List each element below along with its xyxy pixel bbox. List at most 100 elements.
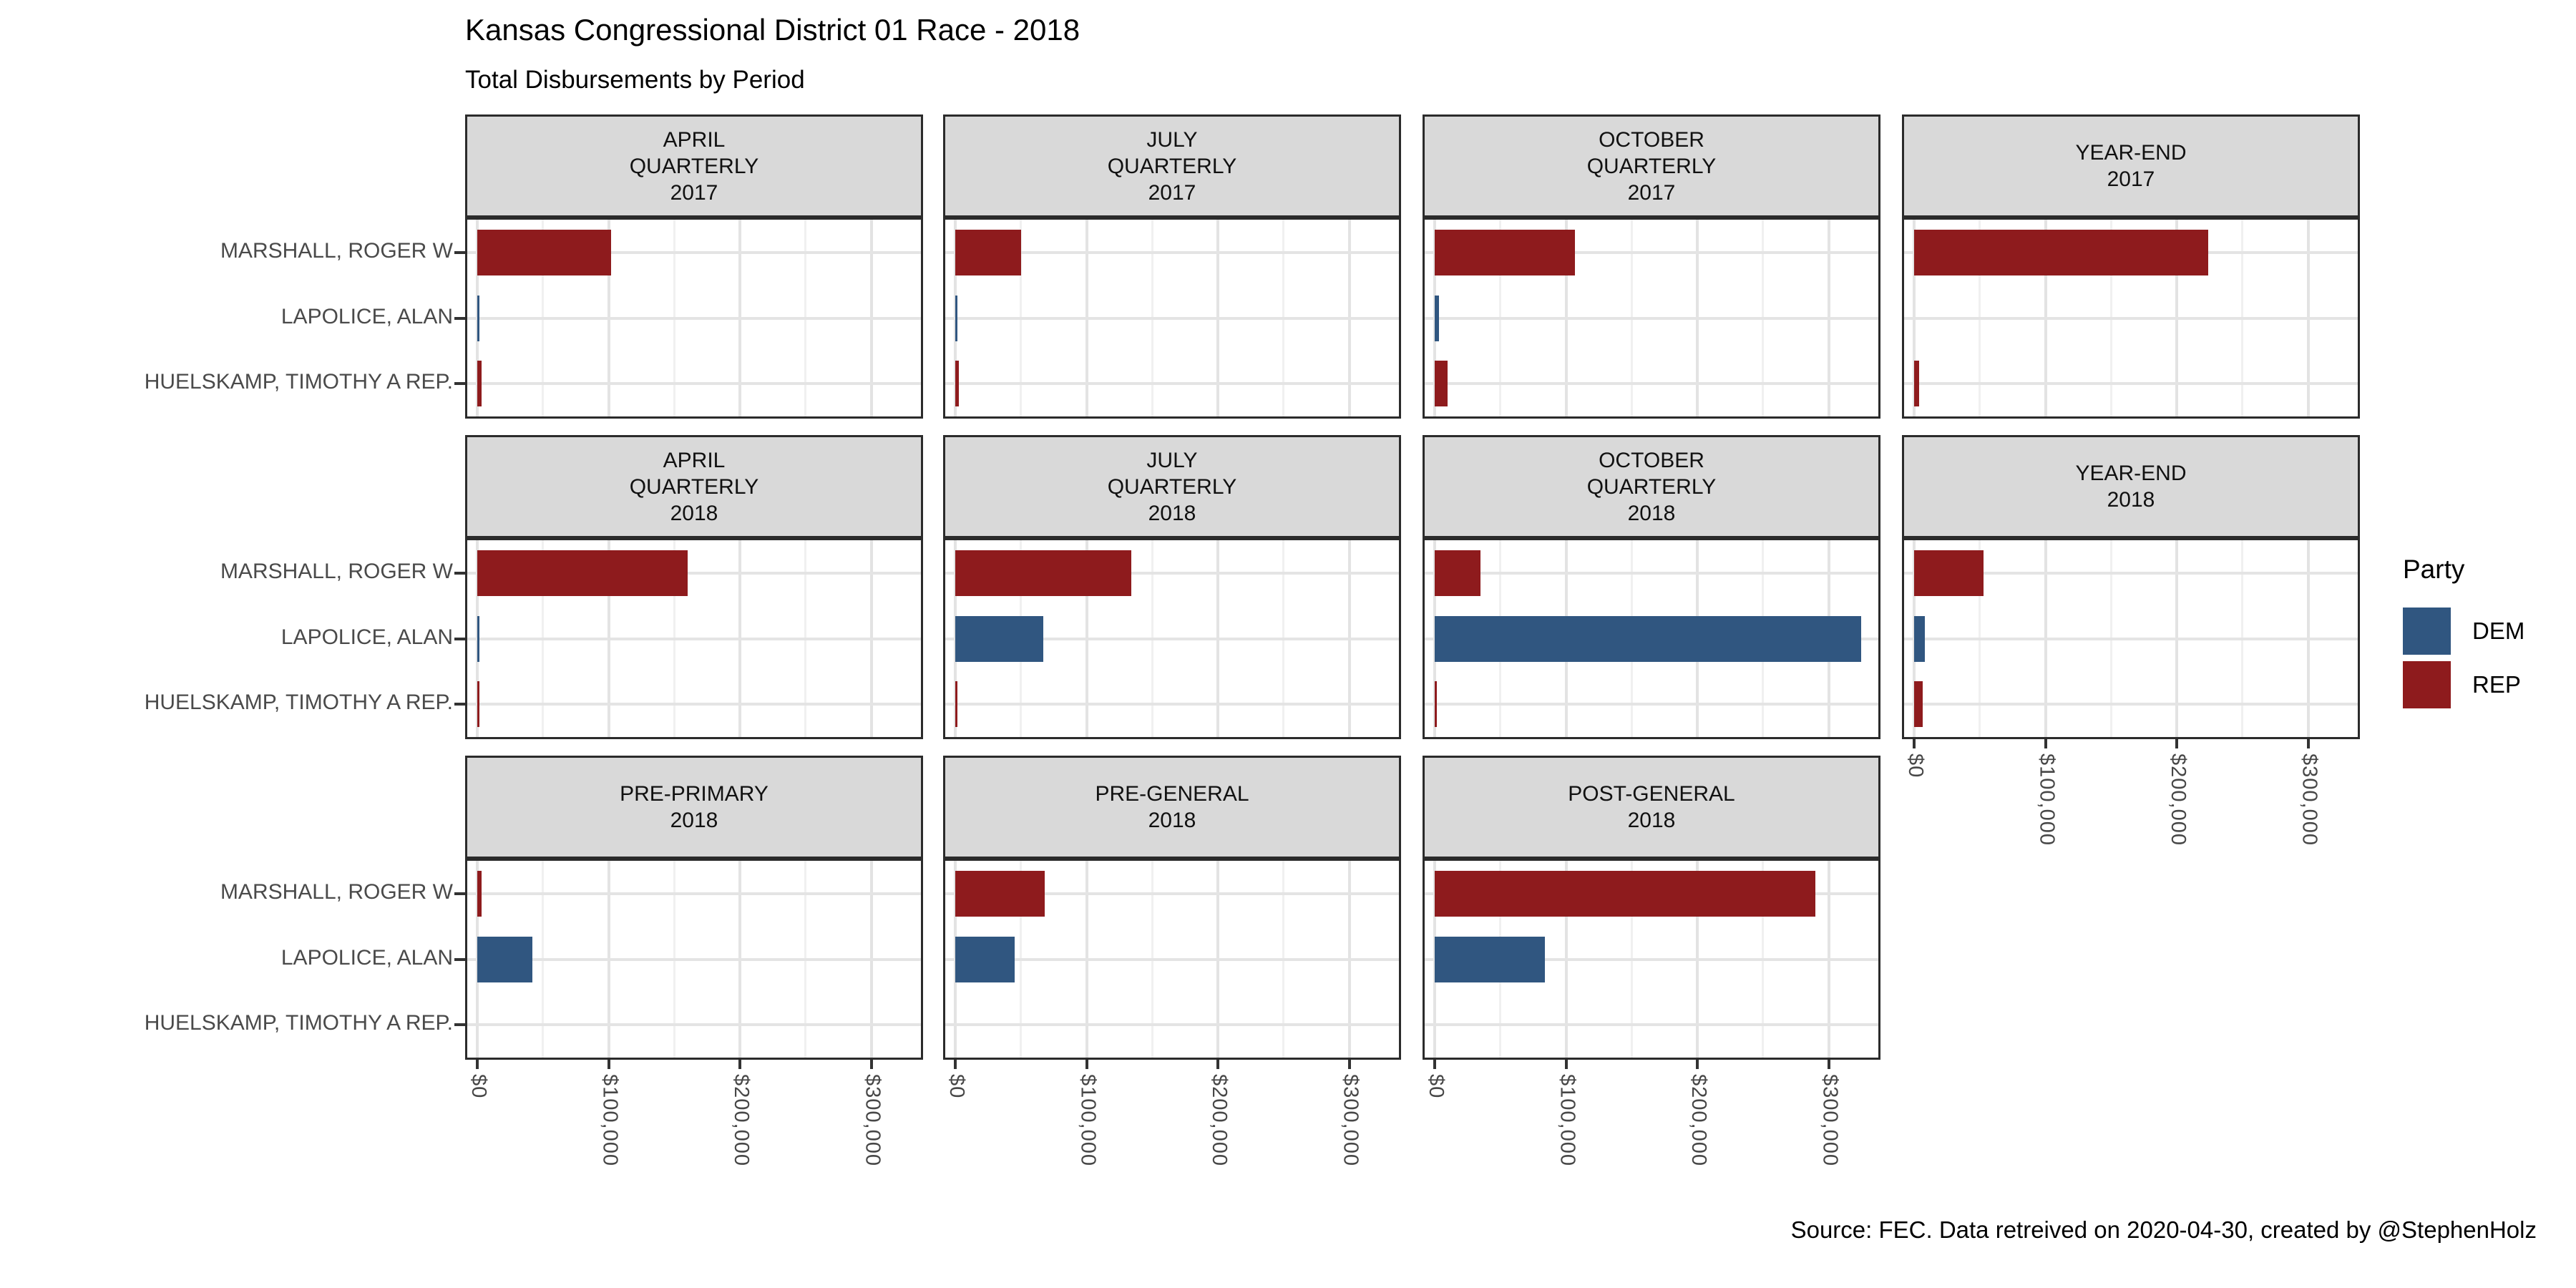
y-axis-candidate-label: HUELSKAMP, TIMOTHY A REP. (144, 1011, 453, 1035)
bar-lapolice (477, 936, 533, 982)
facet-panel (465, 538, 923, 739)
x-axis-tick (1216, 1060, 1219, 1069)
gridline-horizontal (945, 703, 1399, 706)
facet-strip-line: JULY (1146, 448, 1198, 472)
facet-strip-label: POST-GENERAL 2018 (1423, 756, 1880, 859)
x-axis-tick (1347, 1060, 1351, 1069)
x-axis-tick-label: $300,000 (861, 1074, 884, 1166)
x-axis-tick (1433, 1060, 1436, 1069)
bar-marshall (955, 229, 1021, 275)
x-axis-tick (1827, 1060, 1830, 1069)
facet-strip-line: 2018 (1627, 501, 1676, 525)
facet-strip-line: 2018 (1627, 809, 1676, 832)
legend-entries: DEM REP (2403, 608, 2575, 708)
legend-entry-rep: REP (2403, 661, 2575, 708)
facet-strip-line: 2018 (670, 501, 718, 525)
x-axis-tick-label: $300,000 (1818, 1074, 1842, 1166)
bar-marshall (1435, 550, 1481, 596)
gridline-horizontal (945, 382, 1399, 386)
gridline-horizontal (467, 1023, 921, 1027)
gridline-horizontal (945, 637, 1399, 640)
facet-strip-label: OCTOBER QUARTERLY 2017 (1423, 114, 1880, 218)
x-axis-tick (954, 1060, 957, 1069)
facet-strip-line: QUARTERLY (1586, 154, 1717, 178)
bar-lapolice (955, 295, 957, 341)
legend-swatch-rep (2403, 661, 2451, 708)
facet-strip-line: 2018 (1148, 809, 1196, 832)
legend-title: Party (2403, 555, 2465, 584)
gridline-horizontal (1904, 316, 2358, 320)
bar-lapolice (1435, 295, 1439, 341)
gridline-horizontal (1425, 957, 1878, 961)
x-axis-tick-label: $0 (1425, 1074, 1448, 1099)
facet-strip-line: 2017 (1148, 180, 1196, 205)
facet-panel (943, 218, 1401, 419)
y-axis-tick (454, 957, 465, 961)
gridline-horizontal (945, 957, 1399, 961)
x-axis-tick (476, 1060, 479, 1069)
gridline-horizontal (467, 892, 921, 895)
x-axis-tick (607, 1060, 610, 1069)
facet-strip-line: 2018 (2107, 488, 2155, 512)
x-axis-tick-label: $0 (467, 1074, 490, 1099)
bar-lapolice (955, 615, 1043, 662)
y-axis-candidate-label: HUELSKAMP, TIMOTHY A REP. (144, 691, 453, 715)
facet-strip-line: 2018 (1148, 501, 1196, 525)
facet-panel (1902, 218, 2360, 419)
y-axis-tick (454, 637, 465, 640)
x-axis-tick-label: $200,000 (730, 1074, 753, 1166)
facet-strip-label: PRE-GENERAL 2018 (943, 756, 1401, 859)
gridline-horizontal (1425, 316, 1878, 320)
facet-panel (1902, 538, 2360, 739)
facet-strip-line: APRIL (663, 127, 726, 152)
y-axis-tick (454, 316, 465, 320)
facet-strip-line: 2017 (1627, 180, 1676, 205)
bar-marshall (477, 229, 612, 275)
bar-lapolice (477, 295, 479, 341)
chart-title: Kansas Congressional District 01 Race - … (465, 13, 1080, 47)
bar-marshall (1435, 870, 1816, 917)
y-axis-candidate-label: LAPOLICE, ALAN (280, 625, 453, 649)
bar-marshall (955, 870, 1045, 917)
facet-panel (943, 859, 1401, 1060)
bar-huelskamp (477, 681, 479, 728)
facet-strip-label: OCTOBER QUARTERLY 2018 (1423, 435, 1880, 538)
x-axis-tick-label: $100,000 (2035, 753, 2059, 846)
gridline-horizontal (945, 892, 1399, 895)
facet-strip-label: YEAR-END 2018 (1902, 435, 2360, 538)
x-axis-tick-label: $100,000 (1556, 1074, 1579, 1166)
legend: Party DEM REP (2403, 555, 2575, 715)
facet-strip-line: APRIL (663, 448, 726, 472)
gridline-horizontal (1904, 637, 2358, 640)
gridline-horizontal (467, 316, 921, 320)
x-axis-tick-label: $0 (1904, 753, 1927, 779)
facet-strip-line: JULY (1146, 127, 1198, 152)
x-axis-tick-label: $200,000 (1687, 1074, 1710, 1166)
bar-huelskamp (955, 361, 959, 407)
gridline-horizontal (1904, 571, 2358, 575)
facet-strip-line: QUARTERLY (629, 474, 759, 499)
facet-strip-line: 2017 (670, 180, 718, 205)
facet-strip-label: JULY QUARTERLY 2017 (943, 114, 1401, 218)
facet-strip-line: 2017 (2107, 167, 2155, 191)
facet-panel (465, 859, 923, 1060)
facet-strip-line: 2018 (670, 809, 718, 832)
y-axis-tick (454, 382, 465, 386)
bar-huelskamp (955, 681, 957, 728)
x-axis-tick (1913, 739, 1916, 748)
gridline-horizontal (467, 571, 921, 575)
x-axis-tick (2044, 739, 2047, 748)
bar-lapolice (1435, 615, 1862, 662)
gridline-horizontal (467, 703, 921, 706)
x-axis-tick (1696, 1060, 1699, 1069)
gridline-horizontal (1425, 250, 1878, 254)
x-axis-tick-label: $200,000 (1208, 1074, 1231, 1166)
y-axis-tick (454, 892, 465, 895)
bar-lapolice (477, 615, 479, 662)
facet-strip-line: PRE-GENERAL (1095, 782, 1249, 806)
facet-panel (1423, 538, 1880, 739)
chart-subtitle: Total Disbursements by Period (465, 66, 805, 94)
facet-strip-line: POST-GENERAL (1568, 782, 1735, 806)
facet-strip-line: YEAR-END (2075, 462, 2187, 485)
gridline-horizontal (467, 637, 921, 640)
